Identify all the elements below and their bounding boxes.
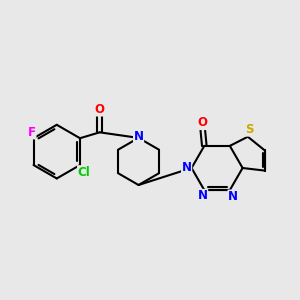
Text: O: O bbox=[198, 116, 208, 130]
Text: F: F bbox=[28, 126, 36, 139]
Text: O: O bbox=[94, 103, 105, 116]
Text: N: N bbox=[134, 130, 143, 143]
Text: N: N bbox=[182, 161, 192, 175]
Text: S: S bbox=[245, 123, 254, 136]
Text: Cl: Cl bbox=[77, 166, 90, 179]
Text: N: N bbox=[228, 190, 238, 203]
Text: N: N bbox=[198, 190, 208, 202]
